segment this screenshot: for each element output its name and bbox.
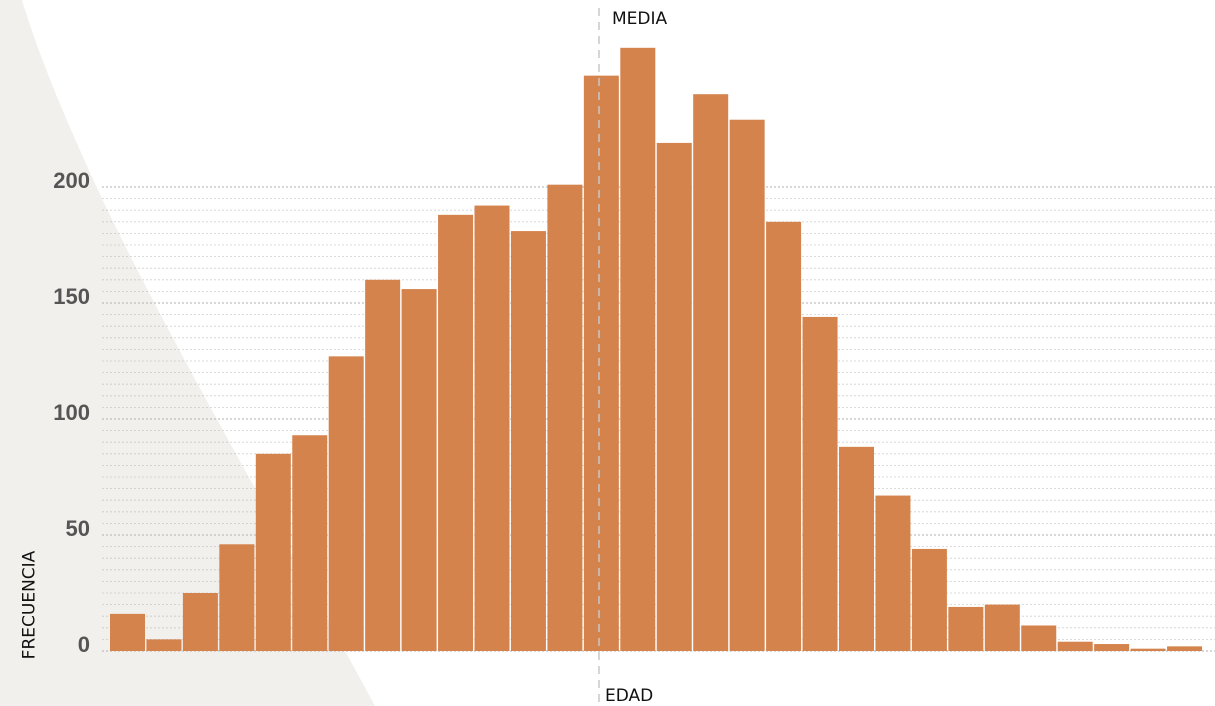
histogram-bar xyxy=(1094,644,1130,651)
histogram-bar xyxy=(911,548,947,651)
histogram-bar xyxy=(656,142,692,652)
y-tick-label: 200 xyxy=(53,168,90,193)
histogram-bar xyxy=(1167,646,1203,651)
histogram-bar xyxy=(1021,625,1057,651)
y-tick-label: 100 xyxy=(53,400,90,425)
histogram-bar xyxy=(875,495,911,651)
histogram-bar xyxy=(510,231,546,651)
y-tick-label: 150 xyxy=(53,284,90,309)
histogram-bar xyxy=(328,356,364,651)
histogram-bar xyxy=(583,75,619,651)
histogram-bar xyxy=(620,47,656,652)
mean-label: MEDIA xyxy=(612,9,668,29)
histogram-bar xyxy=(984,604,1020,651)
histogram-bar xyxy=(219,544,255,651)
histogram-bar xyxy=(948,606,984,651)
histogram-bar xyxy=(401,289,437,651)
histogram-bar xyxy=(766,221,802,652)
histogram-bar xyxy=(255,453,291,651)
y-axis-title: FRECUENCIA xyxy=(19,550,40,660)
y-tick-label: 0 xyxy=(78,632,90,657)
histogram-bar xyxy=(365,279,401,651)
histogram-bar xyxy=(292,435,328,651)
histogram-bar xyxy=(438,214,474,651)
histogram-bar xyxy=(182,593,218,651)
histogram-bar xyxy=(802,316,838,651)
histogram-bar xyxy=(146,639,182,651)
histogram-bar xyxy=(693,94,729,651)
bars xyxy=(110,47,1203,652)
histogram-bar xyxy=(1130,648,1166,651)
y-tick-labels: 0 50 100 150 200 xyxy=(53,168,90,657)
x-axis-title: EDAD xyxy=(605,686,654,706)
histogram-bar xyxy=(839,446,874,651)
histogram-bar xyxy=(729,119,765,652)
histogram-bar xyxy=(474,205,510,651)
histogram-bar xyxy=(110,613,145,651)
histogram-bar xyxy=(547,184,583,651)
y-tick-label: 50 xyxy=(66,516,90,541)
histogram-bar xyxy=(1057,641,1093,651)
